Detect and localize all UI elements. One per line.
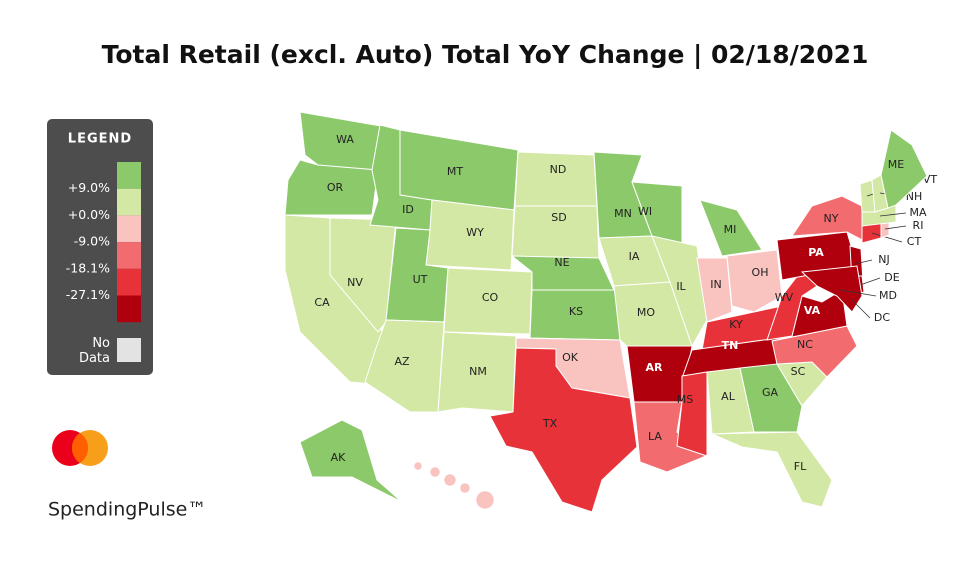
- state-label: AR: [646, 361, 664, 374]
- state-shape: [364, 319, 445, 413]
- leader-line: [851, 299, 871, 319]
- state-label: PA: [808, 246, 824, 259]
- state-label: SD: [551, 211, 566, 224]
- legend-label: -9.0%: [74, 234, 110, 249]
- state-label: UT: [413, 273, 428, 286]
- state-label: GA: [762, 386, 779, 399]
- state-label: MT: [447, 165, 463, 178]
- state-label: AK: [331, 451, 347, 464]
- state-shape: [284, 159, 379, 216]
- state-shape: [437, 331, 517, 413]
- state-label: IA: [629, 250, 640, 263]
- legend-label: -27.1%: [66, 287, 110, 302]
- leader-line: [839, 289, 877, 297]
- state-label: CA: [314, 296, 330, 309]
- state-shape: [429, 466, 441, 478]
- leader-line: [884, 225, 907, 230]
- state-shape: [459, 482, 471, 494]
- state-label: KY: [729, 318, 743, 331]
- state-label: ND: [550, 163, 567, 176]
- legend-no-data-label: No Data: [78, 336, 110, 366]
- state-shape: [514, 151, 598, 207]
- state-shape: [443, 473, 457, 487]
- leader-line: [871, 232, 903, 243]
- state-shape: [711, 431, 833, 508]
- state-label: CT: [907, 235, 922, 248]
- state-label: AZ: [394, 355, 410, 368]
- state-label: NE: [554, 256, 569, 269]
- state-label: NV: [347, 276, 363, 289]
- state-label: DC: [874, 311, 890, 324]
- state-label: ME: [888, 158, 904, 171]
- state-label: WY: [466, 226, 484, 239]
- state-label: IN: [710, 278, 721, 291]
- legend-swatch: [117, 215, 141, 243]
- legend-swatch: [117, 268, 141, 296]
- legend-swatch: [117, 295, 141, 323]
- state-label: NY: [824, 212, 839, 225]
- state-shape: [489, 347, 638, 513]
- state-label: WI: [638, 205, 652, 218]
- state-label: MA: [909, 206, 926, 219]
- state-shape: [676, 371, 708, 457]
- legend-no-data-swatch: [117, 338, 141, 362]
- state-label: MD: [879, 289, 897, 302]
- state-shape: [425, 199, 515, 271]
- state-label: NH: [906, 190, 923, 203]
- state-label: FL: [794, 460, 807, 473]
- state-label: LA: [648, 430, 662, 443]
- state-shape: [413, 461, 423, 471]
- state-label: TX: [542, 417, 558, 430]
- state-label: WV: [775, 291, 794, 304]
- state-label: DE: [884, 271, 899, 284]
- state-label: WA: [336, 133, 354, 146]
- legend-label: +9.0%: [68, 180, 110, 195]
- legend-label: -18.1%: [66, 260, 110, 275]
- leader-line: [859, 277, 881, 286]
- title: Total Retail (excl. Auto) Total YoY Chan…: [102, 40, 869, 69]
- state-label: SC: [791, 365, 806, 378]
- state-shape: [739, 363, 803, 433]
- state-label: MO: [637, 306, 655, 319]
- state-shape: [475, 490, 495, 510]
- state-label: AL: [721, 390, 736, 403]
- state-shape: [880, 221, 890, 239]
- state-label: MI: [724, 223, 737, 236]
- state-label: RI: [913, 219, 924, 232]
- state-label: OK: [562, 351, 579, 364]
- legend-swatch: [117, 188, 141, 216]
- state-shape: [699, 199, 763, 257]
- state-label: VA: [804, 304, 821, 317]
- state-label: IL: [676, 280, 686, 293]
- state-label: NM: [469, 365, 487, 378]
- map: WA OR CA NV ID MT WY UT AZ CO NM ND SD NE KS OK TX MN IA MO…: [284, 111, 937, 513]
- logo-overlap: [71, 433, 89, 463]
- brand: SpendingPulse™: [48, 499, 206, 521]
- legend-swatch: [117, 242, 141, 269]
- state-shape: [726, 249, 783, 313]
- state-label: OR: [327, 181, 344, 194]
- state-label: NJ: [878, 253, 889, 266]
- state-label: OH: [752, 266, 769, 279]
- state-label: KS: [569, 305, 583, 318]
- state-shape: [800, 265, 863, 313]
- state-shape: [651, 235, 708, 348]
- state-label: MS: [677, 393, 693, 406]
- state-shape: [299, 419, 403, 503]
- state-label: TN: [722, 339, 739, 352]
- state-label: MN: [614, 207, 632, 220]
- state-shape: [880, 129, 928, 209]
- legend-swatch: [117, 162, 141, 189]
- legend-title: LEGEND: [68, 132, 132, 147]
- state-label: ID: [402, 203, 414, 216]
- state-label: CO: [482, 291, 499, 304]
- leader-line: [854, 259, 873, 265]
- legend-label: +0.0%: [68, 207, 110, 222]
- state-shape: [696, 257, 733, 323]
- leader-line: [879, 212, 907, 217]
- state-label: NC: [797, 338, 813, 351]
